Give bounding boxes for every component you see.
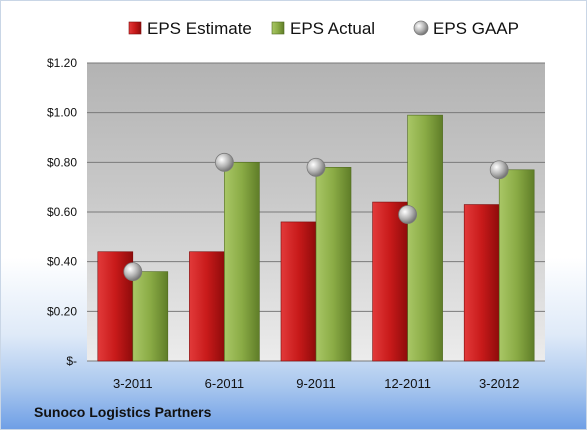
x-category-label: 3-2011 <box>113 376 153 391</box>
y-tick-label: $0.20 <box>47 304 77 318</box>
legend-swatch-eps-estimate <box>128 21 142 35</box>
legend: EPS Estimate EPS Actual EPS GAAP <box>128 19 519 38</box>
footer-label: Sunoco Logistics Partners <box>34 404 212 420</box>
legend-swatch-eps-actual <box>271 21 285 35</box>
legend-swatch-eps-gaap <box>413 20 429 36</box>
x-category-label: 3-2012 <box>479 376 519 391</box>
y-tick-label: $0.60 <box>47 205 77 219</box>
legend-label: EPS Actual <box>290 19 375 38</box>
y-axis-ticks: $- $0.20 $0.40 $0.60 $0.80 $1.00 $1.20 <box>47 56 77 368</box>
x-category-label: 6-2011 <box>205 376 245 391</box>
x-category-label: 12-2011 <box>384 376 431 391</box>
marker-eps-gaap <box>489 160 509 180</box>
bar-eps-actual <box>498 169 535 362</box>
y-tick-label: $1.00 <box>47 106 77 120</box>
bar-eps-actual <box>224 162 260 362</box>
y-tick-label: $- <box>66 354 77 368</box>
marker-eps-gaap <box>306 157 326 177</box>
legend-label: EPS GAAP <box>433 19 519 38</box>
bar-eps-actual <box>315 167 352 362</box>
gaap-markers <box>123 152 509 282</box>
bar-eps-estimate <box>463 204 500 362</box>
x-category-label: 9-2011 <box>296 376 336 391</box>
bars <box>97 114 535 362</box>
y-tick-label: $1.20 <box>47 56 77 70</box>
y-tick-label: $0.80 <box>47 155 77 169</box>
bar-eps-estimate <box>189 251 225 362</box>
bar-eps-estimate <box>372 201 408 362</box>
marker-eps-gaap <box>398 205 418 224</box>
marker-eps-gaap <box>214 152 234 172</box>
x-axis-ticks: 3-2011 6-2011 9-2011 12-2011 3-2012 <box>113 376 519 391</box>
marker-eps-gaap <box>123 262 143 282</box>
bar-eps-actual <box>407 114 443 362</box>
bar-eps-actual <box>132 271 169 362</box>
legend-label: EPS Estimate <box>147 19 252 38</box>
y-tick-label: $0.40 <box>47 255 77 269</box>
bar-eps-estimate <box>280 221 317 362</box>
